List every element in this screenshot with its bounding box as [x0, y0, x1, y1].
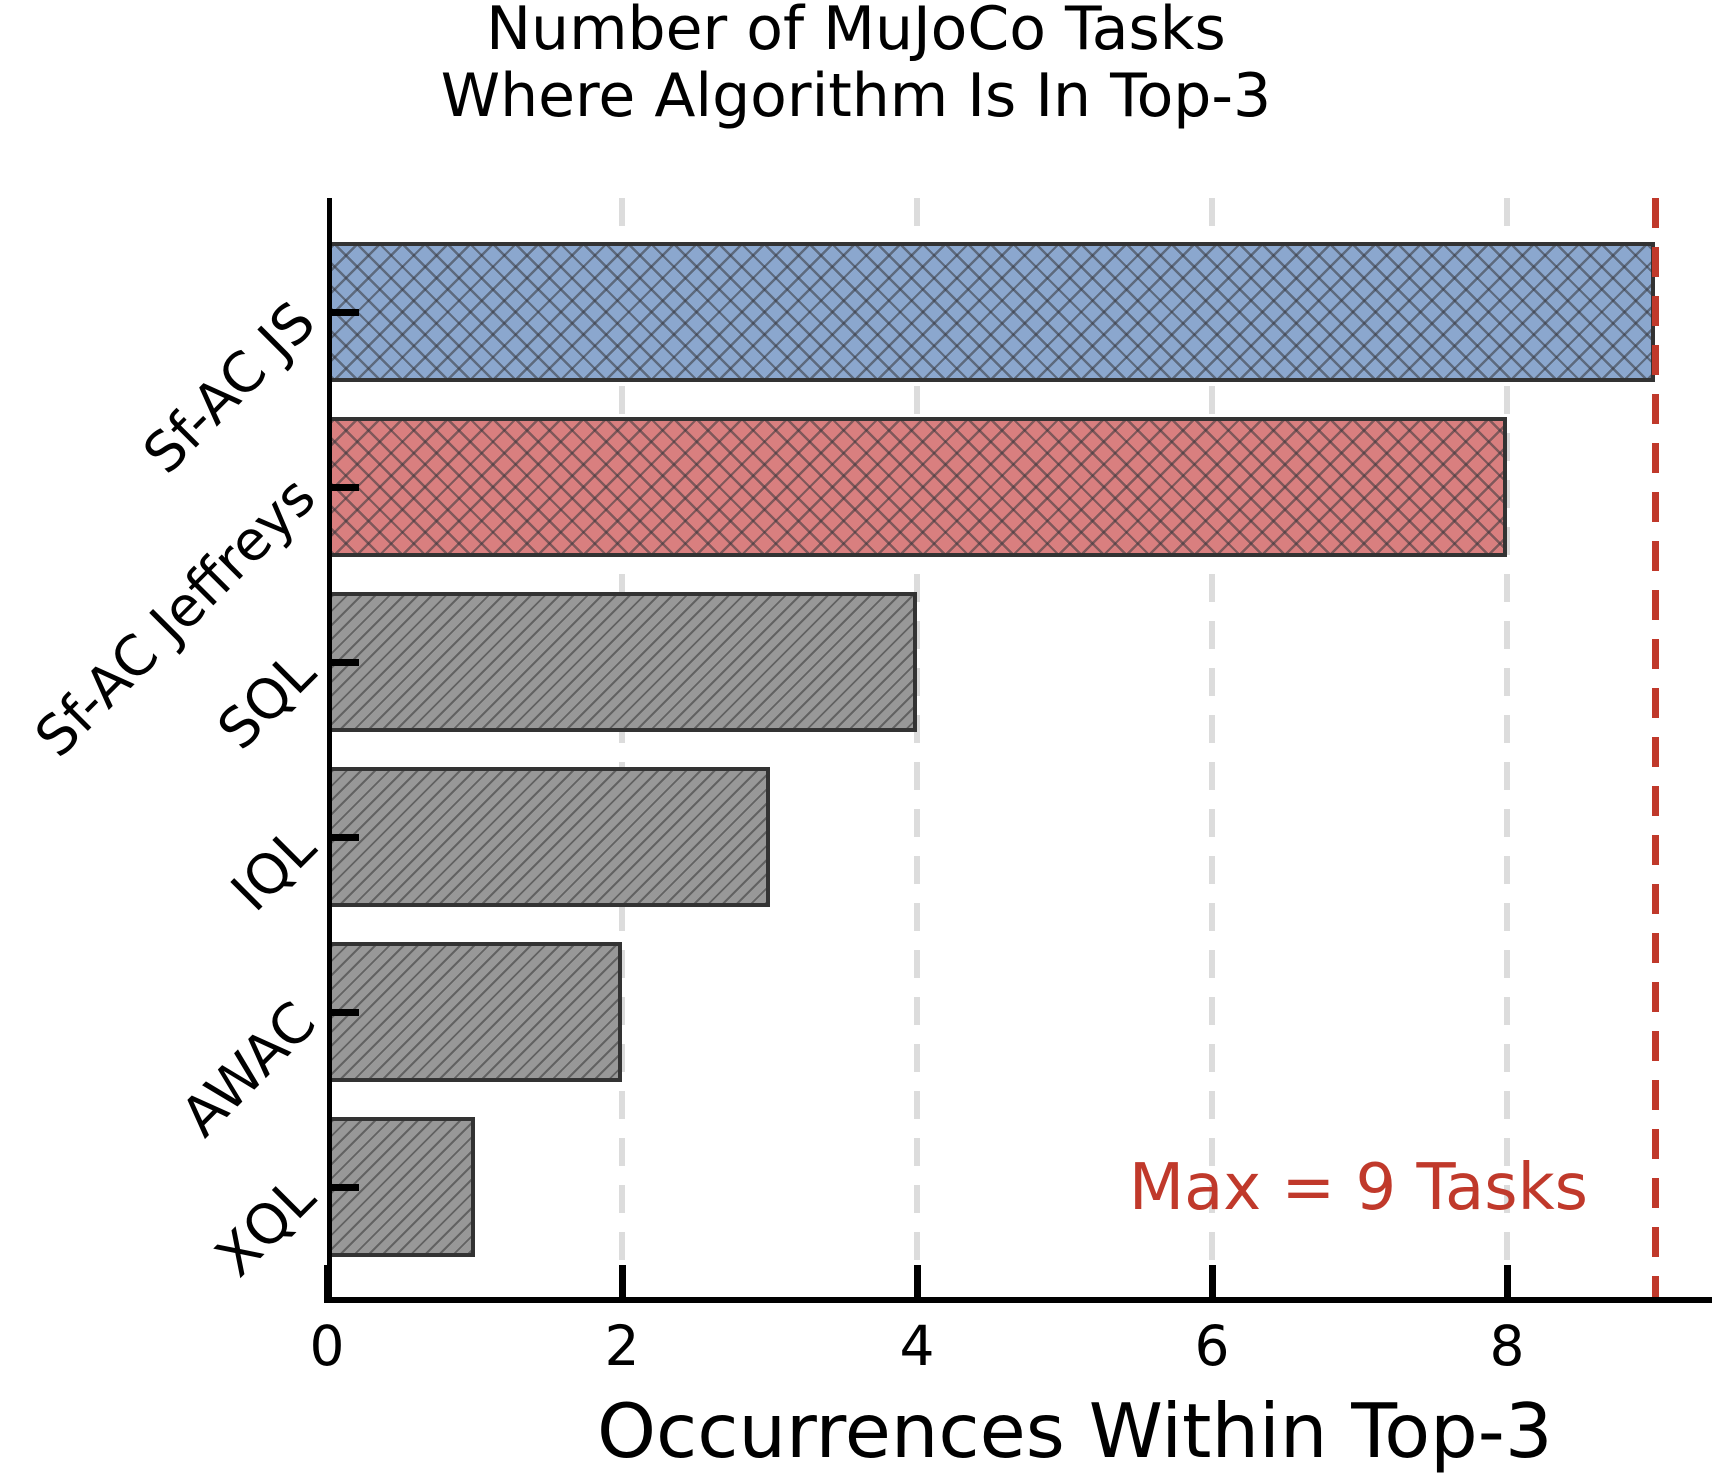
y-tick-mark	[327, 484, 359, 491]
bar	[327, 417, 1507, 557]
bar	[327, 242, 1655, 382]
x-tick-label: 6	[1194, 1314, 1230, 1378]
max-dashed-line	[1651, 198, 1659, 1297]
y-tick-mark	[327, 659, 359, 666]
y-tick-label: AWAC	[168, 989, 328, 1149]
x-tick-label: 2	[604, 1314, 640, 1378]
y-tick-label: IQL	[218, 814, 328, 924]
y-axis-spine	[327, 198, 332, 1301]
x-axis-label: Occurrences Within Top-3	[597, 1387, 1553, 1475]
y-tick-label: SQL	[205, 639, 328, 762]
chart-title-line2: Where Algorithm Is In Top-3	[440, 61, 1272, 131]
y-tick-mark	[327, 309, 359, 316]
plot-area	[324, 198, 1712, 1297]
gridline	[1209, 198, 1215, 1297]
bar	[327, 592, 917, 732]
bar	[327, 942, 622, 1082]
bar	[327, 767, 770, 907]
y-tick-mark	[327, 1009, 359, 1016]
max-annotation: Max = 9 Tasks	[1128, 1151, 1588, 1225]
y-tick-label: Sf-AC JS	[131, 289, 328, 486]
y-tick-label: XQL	[203, 1164, 328, 1289]
gridline	[619, 198, 625, 1297]
chart-title: Number of MuJoCo Tasks Where Algorithm I…	[0, 0, 1712, 130]
x-tick-mark	[914, 1265, 921, 1297]
x-tick-mark	[1209, 1265, 1216, 1297]
x-tick-label: 8	[1489, 1314, 1525, 1378]
x-tick-label: 4	[899, 1314, 935, 1378]
y-tick-mark	[327, 834, 359, 841]
gridline	[914, 198, 920, 1297]
gridline	[1504, 198, 1510, 1297]
x-tick-mark	[1504, 1265, 1511, 1297]
chart-title-line1: Number of MuJoCo Tasks	[486, 0, 1226, 64]
y-tick-mark	[327, 1184, 359, 1191]
x-tick-mark	[619, 1265, 626, 1297]
x-axis-spine	[324, 1297, 1712, 1303]
x-tick-label: 0	[309, 1314, 345, 1378]
